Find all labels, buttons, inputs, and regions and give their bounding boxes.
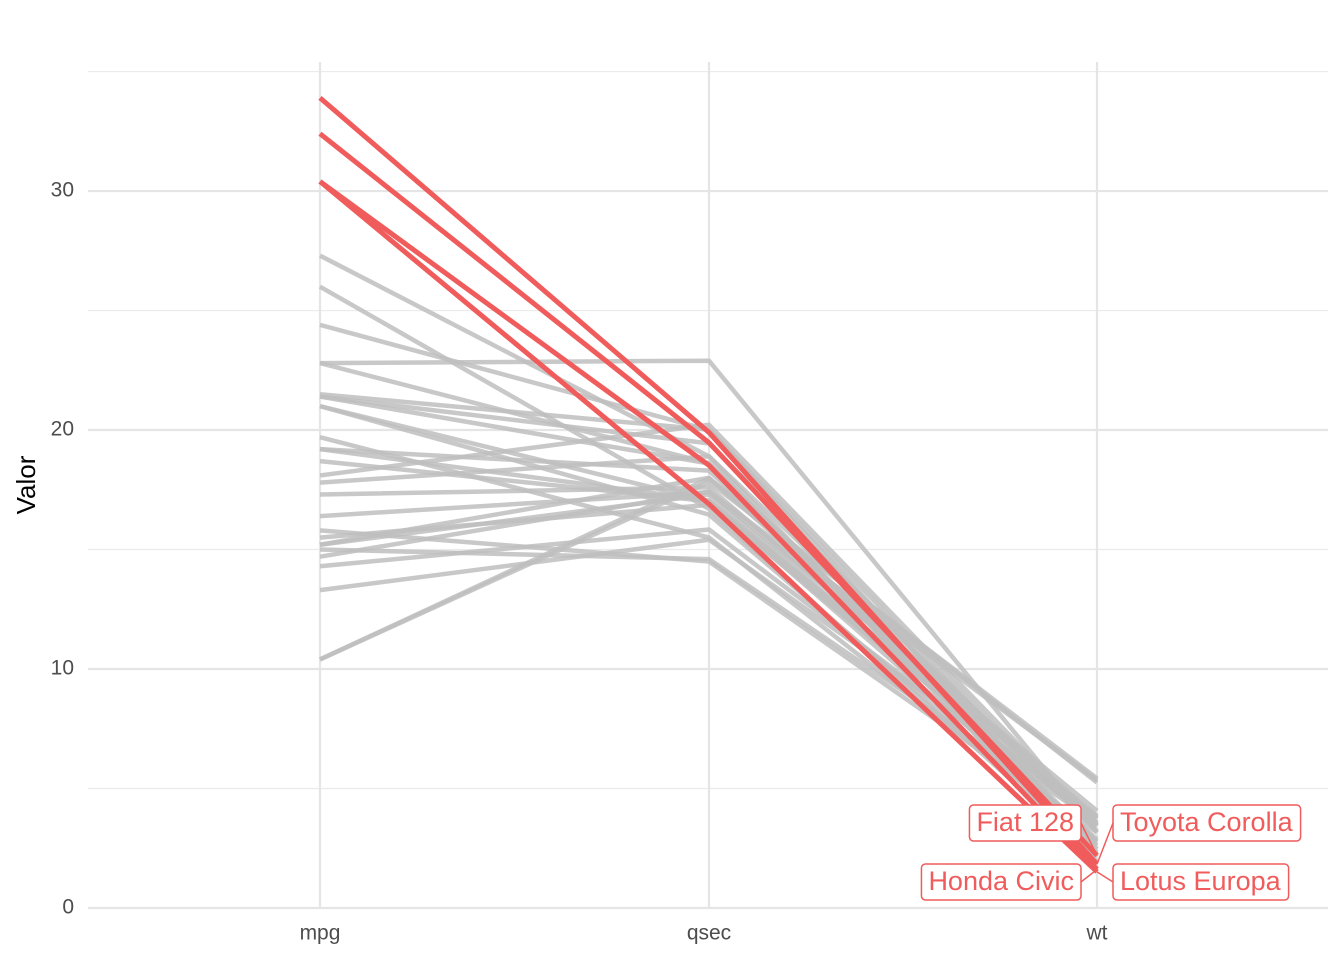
y-tick-label: 0 (62, 896, 74, 919)
series-line (318, 179, 1099, 872)
series-line (318, 95, 1099, 866)
x-tick-label: mpg (300, 922, 341, 945)
series-line (319, 446, 1099, 818)
series-line (319, 435, 1099, 844)
series-line (319, 489, 1099, 783)
label-connector (1080, 868, 1098, 883)
x-tick-label: qsec (687, 922, 731, 945)
label-text: Toyota Corolla (1120, 807, 1294, 837)
label-text: Honda Civic (928, 866, 1074, 896)
series-line (319, 479, 1099, 781)
label-text: Fiat 128 (976, 807, 1074, 837)
y-tick-label: 10 (51, 657, 74, 680)
label-connector (1096, 871, 1114, 883)
y-tick-label: 30 (51, 179, 74, 202)
y-axis-label: Valor (11, 455, 41, 514)
y-tick-label: 20 (51, 418, 74, 441)
label-connector (1096, 822, 1114, 865)
series-line (318, 253, 1099, 864)
label-text: Lotus Europa (1120, 866, 1282, 896)
label-connector (1080, 822, 1098, 856)
x-tick-label: wt (1086, 922, 1108, 945)
series-line (318, 179, 1099, 874)
